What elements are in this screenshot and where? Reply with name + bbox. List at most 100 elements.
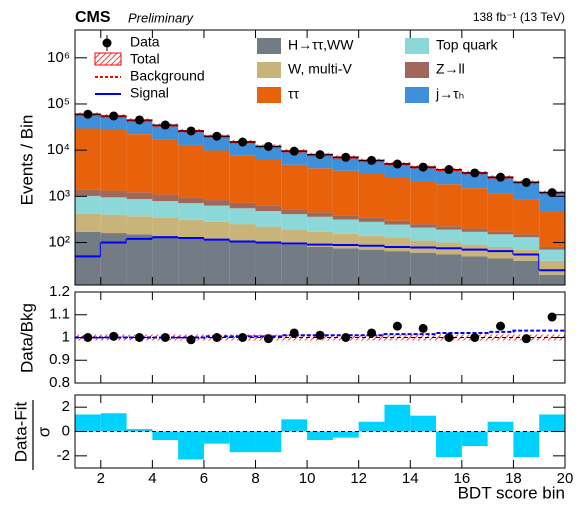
stack-segment bbox=[229, 208, 256, 225]
cms-label: CMS bbox=[75, 9, 111, 26]
stack-segment bbox=[410, 252, 437, 285]
stack-segment bbox=[126, 134, 153, 193]
stack-segment bbox=[229, 155, 256, 203]
stack-segment bbox=[75, 189, 101, 196]
pull-bar bbox=[203, 431, 230, 444]
data-point bbox=[367, 328, 377, 338]
stack-segment bbox=[307, 154, 333, 169]
y-tick-label: 1.2 bbox=[49, 283, 70, 300]
stack-segment bbox=[281, 151, 308, 165]
stack-segment bbox=[539, 192, 565, 212]
x-tick-label: 18 bbox=[505, 470, 522, 487]
stack-segment bbox=[332, 157, 359, 171]
legend-swatch bbox=[405, 87, 429, 103]
stack-segment bbox=[513, 237, 540, 250]
data-point bbox=[392, 321, 402, 331]
stack-segment bbox=[203, 150, 230, 201]
y-tick-label: 0 bbox=[62, 422, 70, 439]
stack-segment bbox=[332, 215, 359, 220]
stack-segment bbox=[539, 249, 565, 261]
stack-segment bbox=[384, 224, 411, 239]
y-tick-label: 0.8 bbox=[49, 374, 70, 391]
y-tick-label: -2 bbox=[57, 447, 70, 464]
stack-segment bbox=[358, 217, 385, 222]
stack-segment bbox=[358, 221, 385, 236]
pull-bar bbox=[513, 431, 540, 458]
stack-segment bbox=[487, 193, 514, 232]
legend-label: Data bbox=[130, 34, 160, 50]
stack-segment bbox=[436, 254, 462, 285]
stack-segment bbox=[307, 246, 333, 285]
legend-label: j→τₕ bbox=[435, 86, 464, 102]
data-point bbox=[444, 333, 454, 342]
stack-segment bbox=[203, 200, 230, 206]
stack-segment bbox=[332, 170, 359, 216]
pull-bar bbox=[229, 431, 256, 453]
legend-swatch bbox=[94, 52, 122, 66]
stack-segment bbox=[358, 249, 385, 285]
plot-area bbox=[75, 109, 565, 285]
stack-segment bbox=[436, 184, 462, 227]
y-axis-label: Data/Bkg bbox=[17, 303, 36, 373]
subtitle: Preliminary bbox=[128, 10, 195, 25]
stack-segment bbox=[332, 233, 359, 249]
stack-segment bbox=[203, 205, 230, 222]
stack-segment bbox=[100, 190, 127, 198]
stack-segment bbox=[384, 220, 411, 225]
pull-bar bbox=[461, 431, 488, 447]
stack-segment bbox=[384, 177, 411, 221]
y-tick-label: 1 bbox=[62, 328, 70, 345]
pull-bar bbox=[75, 414, 101, 432]
x-tick-label: 14 bbox=[402, 470, 419, 487]
stack-segment bbox=[229, 202, 256, 209]
stack-segment bbox=[281, 244, 308, 285]
stack-segment bbox=[487, 246, 514, 259]
stack-segment bbox=[152, 235, 179, 285]
stack-segment bbox=[100, 116, 127, 130]
data-point bbox=[160, 333, 170, 342]
stack-segment bbox=[384, 238, 411, 252]
y-axis-label-denominator: σ bbox=[34, 426, 53, 437]
x-tick-label: 12 bbox=[350, 470, 367, 487]
y-axis-label: Events / Bin bbox=[17, 115, 36, 206]
legend-label: Background bbox=[130, 68, 205, 84]
x-tick-label: 8 bbox=[251, 470, 259, 487]
data-point bbox=[238, 333, 248, 342]
legend-label: ττ bbox=[288, 86, 300, 102]
legend-label: H→ττ,WW bbox=[288, 37, 354, 53]
data-point bbox=[341, 333, 351, 342]
stack-segment bbox=[513, 182, 540, 200]
stack-segment bbox=[281, 164, 308, 210]
pull-bar bbox=[539, 414, 565, 432]
stack-segment bbox=[384, 251, 411, 285]
stack-segment bbox=[100, 214, 127, 234]
legend-label: W, multi-V bbox=[288, 61, 352, 77]
stack-segment bbox=[75, 213, 101, 232]
stack-segment bbox=[255, 146, 282, 160]
data-point bbox=[289, 328, 299, 338]
stack-segment bbox=[307, 168, 333, 213]
data-point bbox=[418, 323, 428, 333]
legend-swatch bbox=[257, 87, 281, 103]
pull-bar bbox=[358, 421, 385, 432]
y-tick-label: 1.1 bbox=[49, 306, 70, 323]
pull-bar bbox=[487, 421, 514, 432]
stack-segment bbox=[513, 234, 540, 238]
stack-segment bbox=[281, 214, 308, 230]
x-tick-label: 6 bbox=[200, 470, 208, 487]
data-point bbox=[212, 333, 222, 342]
data-point bbox=[263, 334, 273, 344]
data-point bbox=[521, 334, 531, 344]
y-tick-label: 2 bbox=[62, 398, 70, 415]
stack-segment bbox=[178, 237, 204, 285]
stack-segment bbox=[75, 231, 101, 285]
stack-segment bbox=[307, 212, 333, 217]
stack-segment bbox=[539, 260, 565, 275]
legend-label: Total bbox=[130, 51, 160, 67]
stack-segment bbox=[229, 224, 256, 241]
y-tick-label: 10⁴ bbox=[47, 141, 70, 158]
stack-segment bbox=[307, 216, 333, 232]
stack-segment bbox=[203, 221, 230, 239]
stack-segment bbox=[126, 192, 153, 200]
stack-segment bbox=[178, 144, 204, 198]
